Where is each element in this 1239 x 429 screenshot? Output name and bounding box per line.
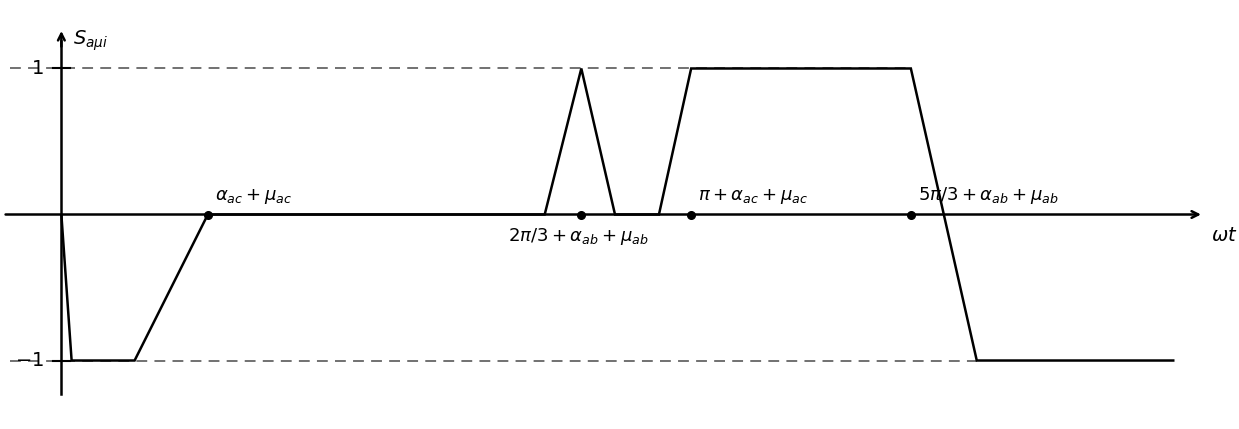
Text: $\pi+\alpha_{ac}+\mu_{ac}$: $\pi+\alpha_{ac}+\mu_{ac}$ xyxy=(699,187,809,206)
Text: $2\pi/3+\alpha_{ab}+\mu_{ab}$: $2\pi/3+\alpha_{ab}+\mu_{ab}$ xyxy=(508,226,649,247)
Text: $5\pi/3+\alpha_{ab}+\mu_{ab}$: $5\pi/3+\alpha_{ab}+\mu_{ab}$ xyxy=(918,185,1059,206)
Text: 1: 1 xyxy=(31,59,43,78)
Text: $-1$: $-1$ xyxy=(15,351,43,370)
Text: $\omega t$: $\omega t$ xyxy=(1211,226,1238,245)
Text: $S_{a\mu i}$: $S_{a\mu i}$ xyxy=(73,28,108,53)
Text: $\alpha_{ac}+\mu_{ac}$: $\alpha_{ac}+\mu_{ac}$ xyxy=(216,187,292,206)
